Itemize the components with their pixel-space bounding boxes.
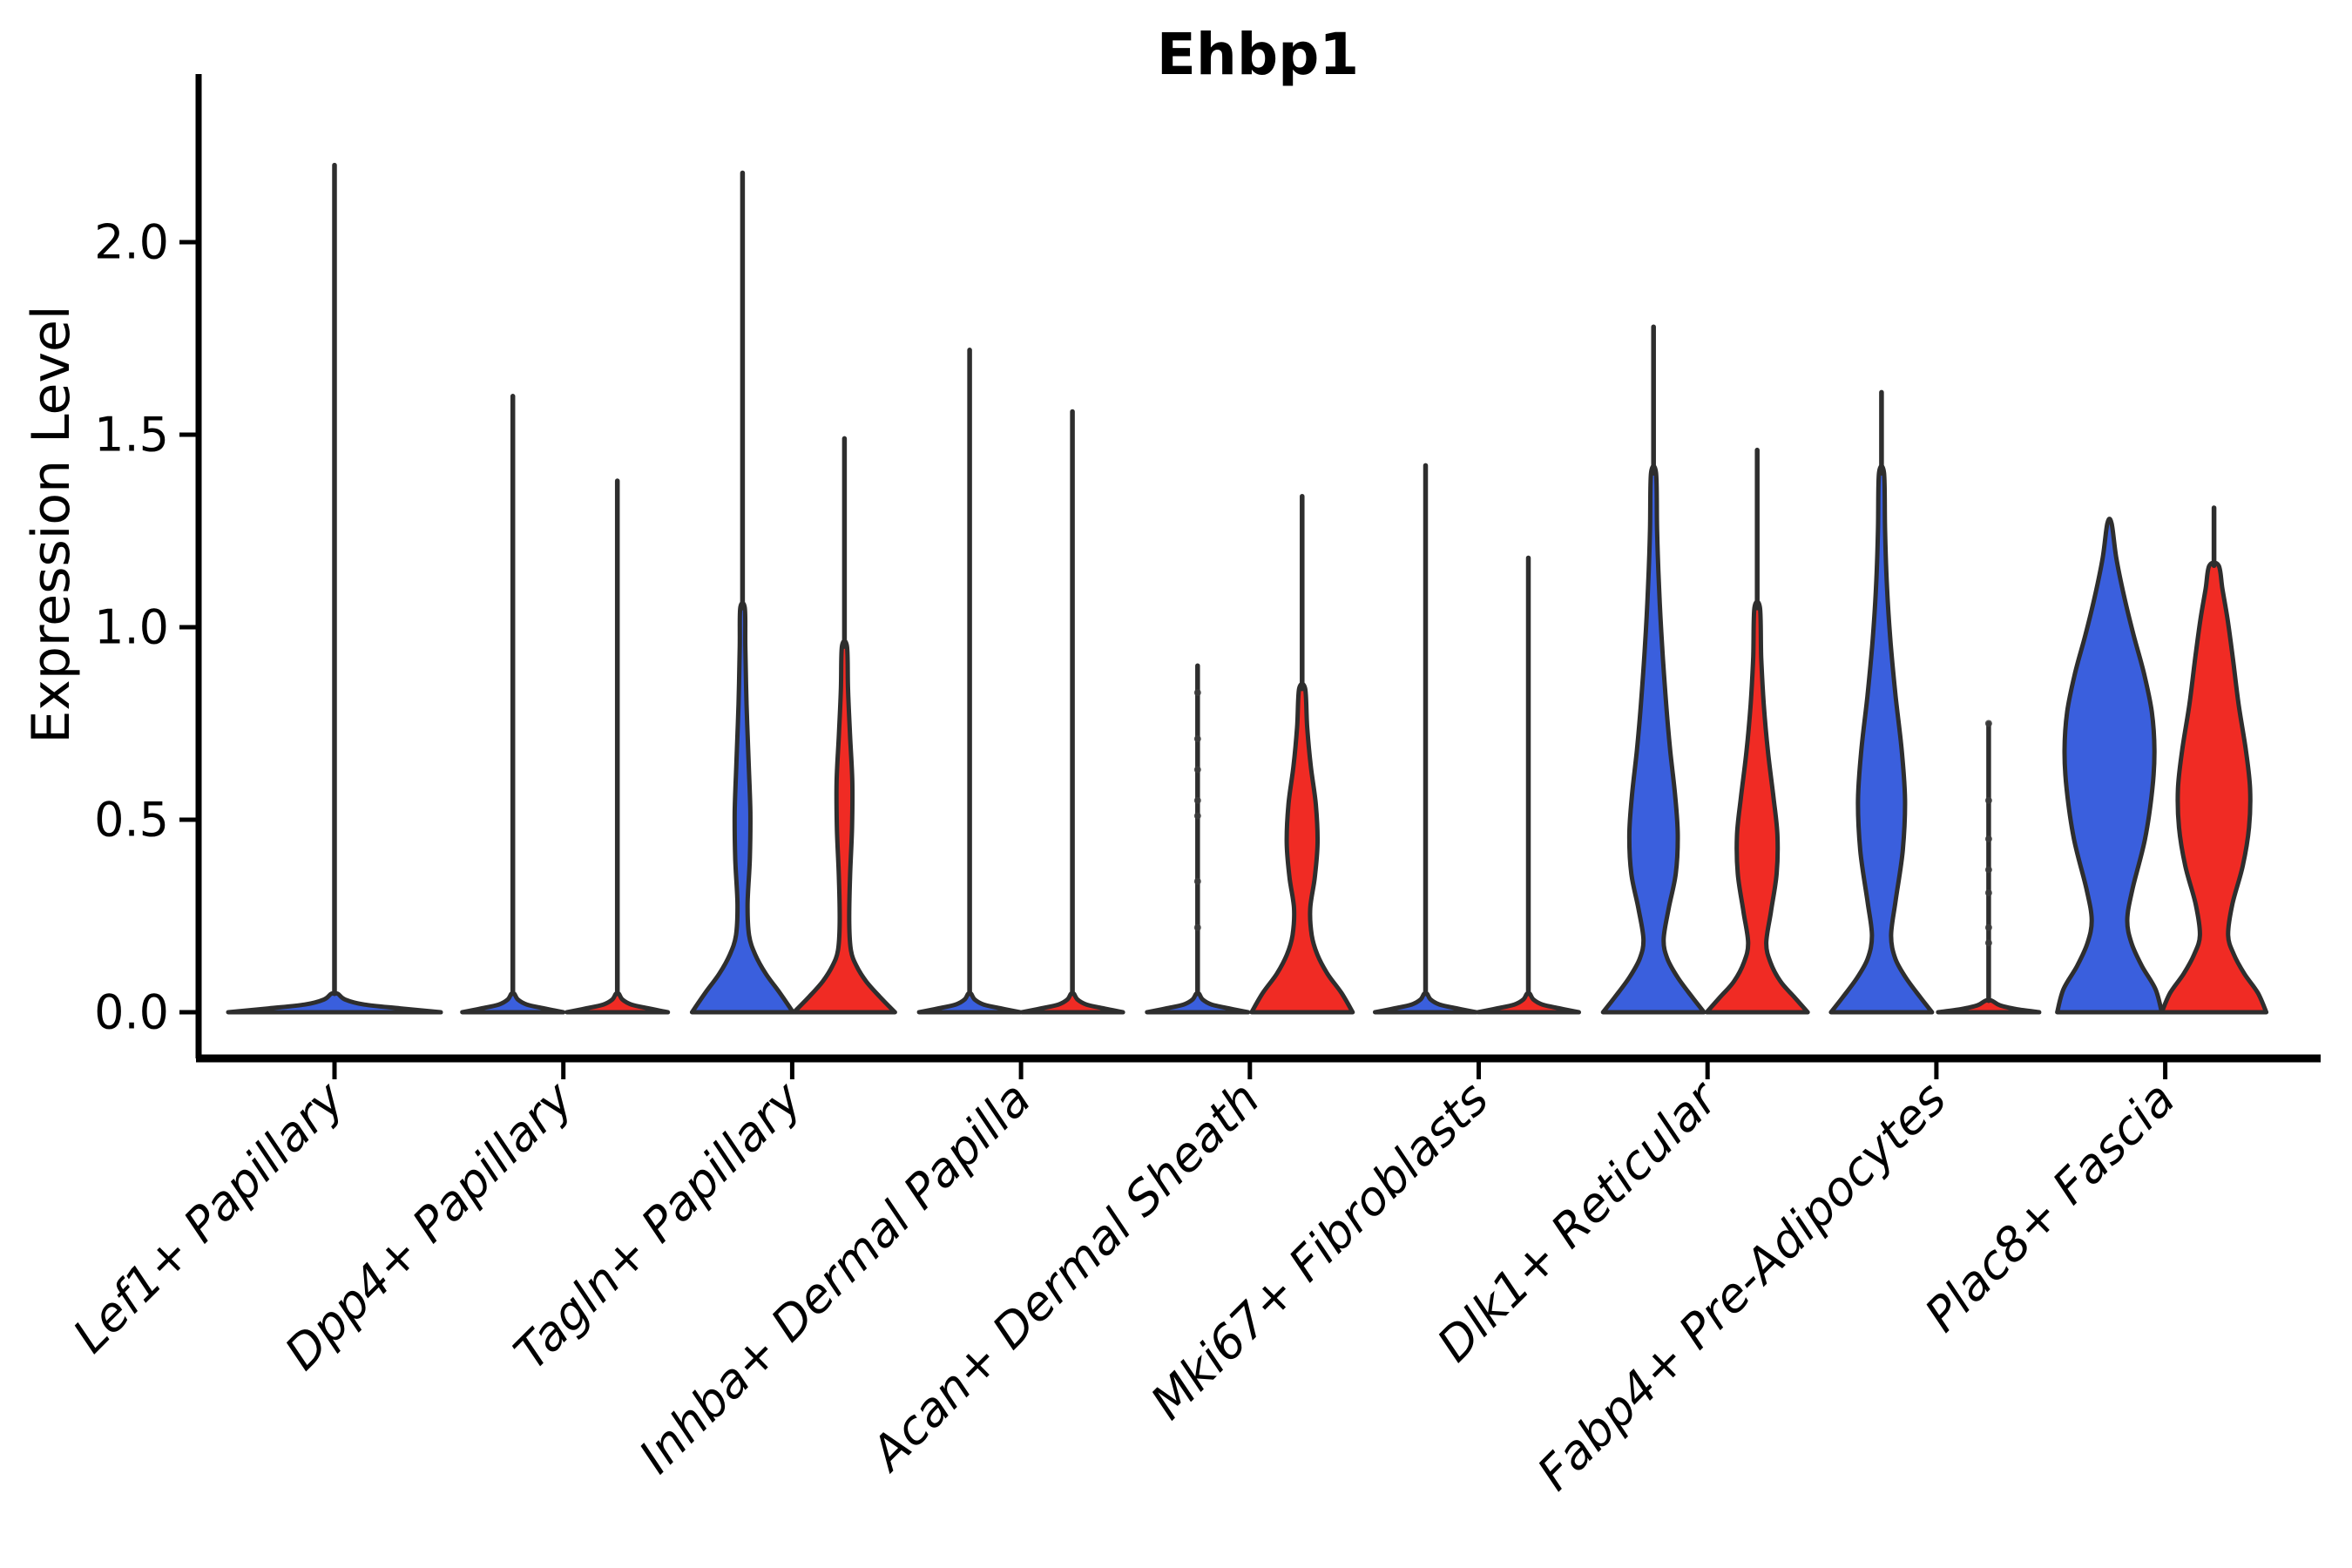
violin-red-acan (1249, 681, 1355, 1015)
data-point (1984, 889, 1992, 896)
data-point (1193, 923, 1201, 931)
data-point (1984, 796, 1992, 804)
y-tick-label: 0.5 (94, 793, 169, 848)
data-point (1984, 720, 1992, 727)
data-point (1984, 866, 1992, 874)
data-point (1984, 923, 1992, 931)
y-tick-label: 1.0 (94, 600, 169, 655)
y-tick-label: 0.0 (94, 985, 169, 1040)
x-tick-label: Fabp4+ Pre-Adipocytes (1527, 1071, 1957, 1501)
violin-blue-fabp4 (1828, 463, 1935, 1015)
x-tick-label: Acan+ Dermal Sheath (859, 1071, 1270, 1483)
data-point (1984, 835, 1992, 843)
violin-red-dlk1 (1704, 599, 1810, 1015)
data-point (1193, 812, 1201, 820)
x-tick-label: Inhba+ Dermal Papilla (628, 1071, 1041, 1484)
y-tick-label: 2.0 (94, 215, 169, 270)
violin-blue-plac8 (2055, 517, 2165, 1015)
violin-blue-dlk1 (1600, 463, 1707, 1015)
x-tick-label: Plac8+ Fascia (1915, 1071, 2186, 1342)
violin-red-plac8 (2159, 560, 2269, 1015)
data-point (1193, 796, 1201, 804)
data-point (1193, 877, 1201, 885)
data-point (1193, 735, 1201, 743)
data-point (1193, 689, 1201, 697)
data-point (1193, 766, 1201, 774)
data-point (1984, 939, 1992, 947)
chart-title: Ehbp1 (1156, 21, 1360, 88)
y-tick-label: 1.5 (94, 408, 169, 463)
violin-blue-tagln (689, 600, 795, 1015)
violin-red-tagln (791, 639, 897, 1015)
